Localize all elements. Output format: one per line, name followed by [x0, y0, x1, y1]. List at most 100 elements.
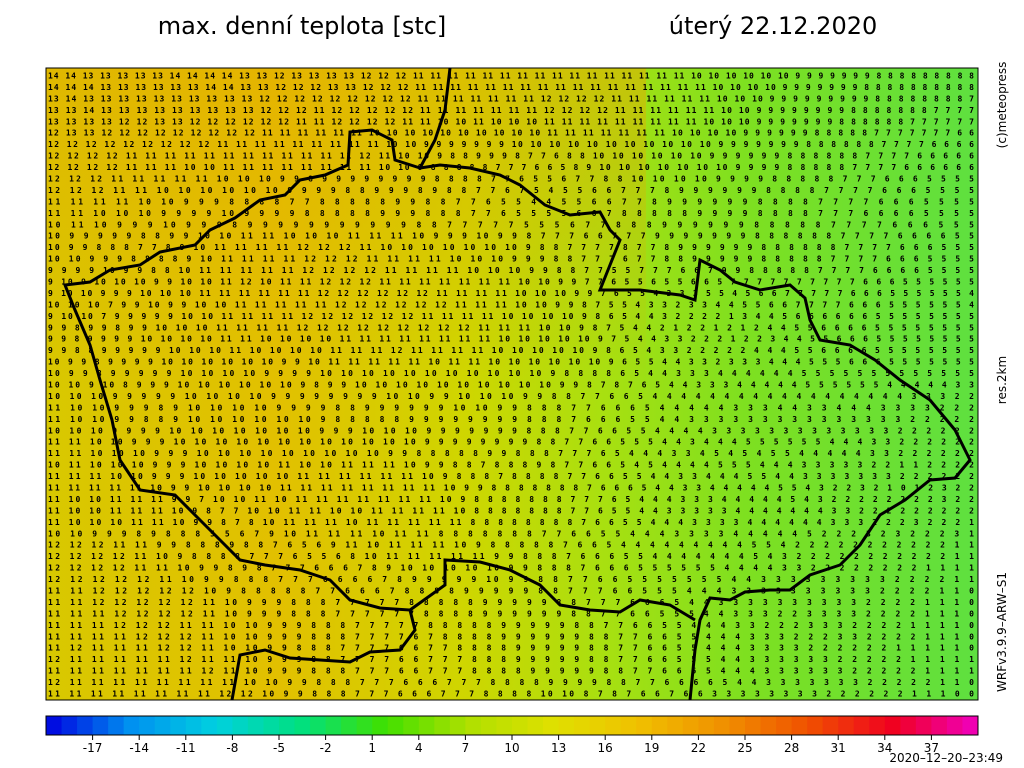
colorbar-segment: [931, 716, 948, 735]
colorbar-label: 13: [551, 741, 566, 755]
colorbar-segment: [574, 716, 591, 735]
colorbar-segment: [512, 716, 529, 735]
colorbar-label: 25: [737, 741, 752, 755]
grid-row: 12 11 11 11 11 11 12 11 11 10 9 9 9 8 8 …: [48, 655, 974, 664]
colorbar-segment: [201, 716, 218, 735]
grid-row: 13 14 13 13 13 13 13 13 13 13 13 13 12 1…: [48, 94, 974, 103]
grid-row: 10 10 9 10 8 9 9 9 10 10 10 10 10 10 9 8…: [48, 381, 974, 390]
colorbar-segment: [884, 716, 901, 735]
colorbar-label: -11: [176, 741, 196, 755]
map-title: max. denní teplota [stc]: [158, 12, 447, 40]
resolution: res.2km: [995, 356, 1009, 404]
colorbar-label: 31: [831, 741, 846, 755]
colorbar-label: 16: [598, 741, 613, 755]
colorbar-segment: [387, 716, 404, 735]
grid-row: 12 12 12 12 12 12 12 12 12 11 11 11 11 1…: [48, 140, 974, 149]
colorbar-segment: [543, 716, 560, 735]
grid-row: 11 12 11 11 11 12 12 11 10 10 9 9 8 8 8 …: [48, 644, 974, 653]
colorbar-label: -8: [226, 741, 238, 755]
grid-row: 10 10 10 9 9 9 9 9 10 10 10 10 9 9 9 9 9…: [48, 392, 974, 401]
colorbar-segment: [372, 716, 389, 735]
colorbar-segment: [46, 716, 63, 735]
grid-row: 13 13 14 13 13 13 13 13 13 13 13 13 12 1…: [48, 106, 974, 115]
colorbar-segment: [154, 716, 171, 735]
colorbar-label: 34: [877, 741, 892, 755]
colorbar-segment: [325, 716, 342, 735]
colorbar-segment: [682, 716, 699, 735]
border: [409, 558, 696, 622]
grid-row: 11 11 12 12 12 12 12 10 9 8 8 8 8 8 7 7 …: [48, 587, 974, 596]
grid-row: 12 12 12 12 11 11 10 9 9 8 9 8 7 7 7 6 6…: [48, 564, 974, 573]
colorbar-segment: [449, 716, 466, 735]
map-date: úterý 22.12.2020: [669, 12, 878, 40]
grid-row: 9 10 10 7 9 9 9 9 9 10 10 11 11 11 11 12…: [48, 312, 974, 321]
colorbar-label: 1: [368, 741, 376, 755]
colorbar-segment: [92, 716, 109, 735]
grid-row: 11 11 11 11 10 10 9 9 9 8 8 8 8 7 7 8 8 …: [48, 197, 974, 206]
colorbar-segment: [77, 716, 94, 735]
grid-row: 9 9 9 9 10 9 9 8 8 10 11 11 11 11 11 12 …: [48, 266, 974, 275]
colorbar-segment: [480, 716, 497, 735]
colorbar-segment: [807, 716, 824, 735]
colorbar-segment: [216, 716, 233, 735]
border: [62, 67, 452, 701]
colorbar-segment: [185, 716, 202, 735]
colorbar-segment: [310, 716, 327, 735]
colorbar-segment: [915, 716, 932, 735]
colorbar-label: 19: [644, 741, 659, 755]
colorbar-label: 22: [691, 741, 706, 755]
colorbar-segment: [760, 716, 777, 735]
colorbar-segment: [434, 716, 451, 735]
colorbar-segment: [620, 716, 637, 735]
colorbar-segment: [356, 716, 373, 735]
grid-row: 10 9 9 8 9 9 9 9 9 10 10 10 10 9 9 9 9 1…: [48, 369, 974, 378]
colorbar-segment: [946, 716, 963, 735]
colorbar-segment: [496, 716, 513, 735]
grid-row: 10 10 9 9 9 8 8 8 8 9 10 11 11 11 11 12 …: [48, 255, 974, 264]
colorbar-label: 28: [784, 741, 799, 755]
grid-row: 10 10 10 7 9 9 10 9 9 10 10 11 11 11 11 …: [48, 300, 974, 309]
colorbar-segment: [294, 716, 311, 735]
grid-row: 12 12 12 12 11 10 9 8 8 8 8 7 7 7 6 5 5 …: [48, 552, 974, 561]
grid-row: 11 10 10 11 11 11 10 9 8 7 7 10 10 11 11…: [48, 506, 974, 515]
colorbar-segment: [527, 716, 544, 735]
colorbar-segment: [962, 716, 979, 735]
colorbar-segment: [838, 716, 855, 735]
grid-row: 11 11 10 10 9 9 9 10 10 10 10 10 10 10 1…: [48, 438, 974, 447]
colorbar-segment: [418, 716, 435, 735]
colorbar-segment: [558, 716, 575, 735]
grid-row: 9 10 10 9 9 9 10 10 10 11 11 11 11 11 11…: [48, 289, 974, 298]
grid-row: 12 12 12 12 11 11 11 10 10 11 11 11 11 1…: [48, 163, 974, 172]
grid-row: 10 11 10 10 10 9 9 9 10 10 10 10 11 10 1…: [48, 461, 974, 470]
colorbar-segment: [341, 716, 358, 735]
grid-row: 14 14 14 13 13 13 13 13 13 14 14 13 13 1…: [48, 83, 974, 92]
colorbar-segment: [900, 716, 917, 735]
colorbar-segment: [822, 716, 839, 735]
grid-row: 11 10 10 10 11 11 10 9 9 8 7 8 10 11 11 …: [48, 518, 974, 527]
grid-row: 12 12 12 12 12 11 10 9 9 8 8 8 7 7 7 6 6…: [48, 575, 974, 584]
colorbar-segment: [869, 716, 886, 735]
timestamp: 2020–12–20–23:49: [889, 751, 1003, 765]
colorbar-label: -2: [320, 741, 332, 755]
colorbar-segment: [636, 716, 653, 735]
colorbar-label: -17: [83, 741, 103, 755]
grid-row: 14 14 13 13 13 13 13 14 14 14 14 13 13 1…: [48, 72, 974, 81]
colorbar-label: 37: [924, 741, 939, 755]
colorbar-segment: [853, 716, 870, 735]
colorbar-segment: [247, 716, 264, 735]
grid-row: 11 11 10 10 10 9 9 9 9 10 9 9 9 9 8 8 8 …: [48, 209, 974, 218]
colorbar-segment: [589, 716, 606, 735]
colorbar-segment: [108, 716, 125, 735]
colorbar-segment: [465, 716, 482, 735]
grid-row: 11 11 11 10 10 9 9 9 10 10 10 10 10 11 1…: [48, 472, 974, 481]
grid-row: 11 11 11 12 12 12 11 11 10 10 9 9 9 8 8 …: [48, 621, 974, 630]
colorbar-segment: [123, 716, 140, 735]
colorbar-segment: [729, 716, 746, 735]
colorbar-segment: [698, 716, 715, 735]
colorbar-label: -14: [129, 741, 149, 755]
colorbar-segment: [279, 716, 296, 735]
grid-row: 12 12 12 12 11 11 11 11 11 11 11 11 11 1…: [48, 152, 974, 161]
colorbar-segment: [263, 716, 280, 735]
